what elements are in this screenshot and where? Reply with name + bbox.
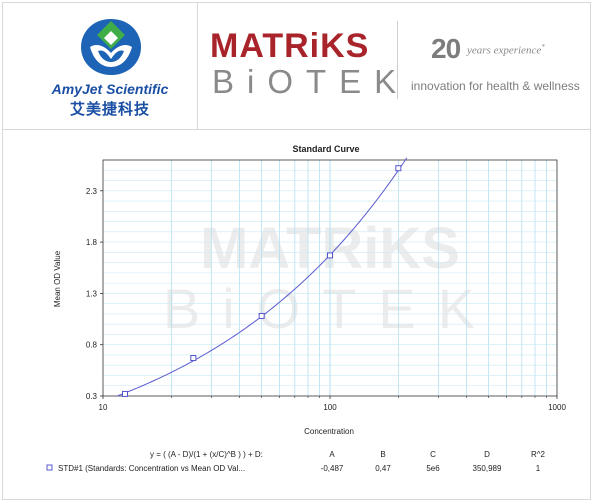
amyjet-name: AmyJet Scientific <box>51 81 169 97</box>
logo-header: AmyJet Scientific 艾美捷科技 MATRiKS BiOTEK 2… <box>3 3 590 130</box>
y-tick-label: 0.3 <box>86 392 98 401</box>
fit-col-r2: R^2 <box>531 450 546 459</box>
header-divider <box>197 3 198 129</box>
y-tick-label: 0.8 <box>86 341 98 350</box>
data-point <box>395 165 402 172</box>
anniversary-number: 20 <box>431 33 461 64</box>
chart-title: Standard Curve <box>292 144 359 154</box>
anniversary-tagline: innovation for health & wellness <box>411 79 580 93</box>
x-axis-label: Concentration <box>304 427 354 436</box>
anniversary-years-text: years experience* <box>467 43 545 57</box>
fit-value-a: -0,487 <box>321 464 344 473</box>
fit-value-c: 5e6 <box>426 464 440 473</box>
y-tick-label: 1.8 <box>86 238 98 247</box>
legend-series-name: STD#1 (Standards: Concentration vs Mean … <box>58 464 245 473</box>
watermark: MATRiKS BiOTEK <box>163 216 497 340</box>
y-tick-label: 2.3 <box>86 187 98 196</box>
watermark-line2: BiOTEK <box>163 277 497 340</box>
data-point <box>327 252 333 259</box>
fit-col-c: C <box>430 450 436 459</box>
fit-equation: y = ( (A - D)/(1 + (x/C)^B ) ) + D: <box>150 450 263 459</box>
matriks-logo-bottom: BiOTEK <box>212 63 410 100</box>
amyjet-name-cn: 艾美捷科技 <box>69 101 150 118</box>
axis-ticks: 10 100 1000 0.3 0.8 1.3 1.8 2.3 <box>86 187 567 412</box>
legend-marker <box>46 464 53 471</box>
x-tick-label: 1000 <box>548 403 566 412</box>
matriks-logo-top: MATRiKS <box>210 27 370 65</box>
fit-value-r2: 1 <box>536 464 541 473</box>
fit-value-b: 0,47 <box>375 464 391 473</box>
x-tick-label: 10 <box>99 403 108 412</box>
amyjet-emblem-icon <box>78 17 144 84</box>
fit-col-d: D <box>484 450 490 459</box>
fit-value-d: 350,989 <box>473 464 502 473</box>
fit-col-a: A <box>329 450 335 459</box>
fit-parameter-table: y = ( (A - D)/(1 + (x/C)^B ) ) + D: A B … <box>46 450 546 473</box>
y-axis-label: Mean OD Value <box>53 250 62 307</box>
y-tick-label: 1.3 <box>86 289 98 298</box>
chart-grid <box>103 160 557 396</box>
header-divider-2 <box>397 21 398 99</box>
x-tick-label: 100 <box>323 403 337 412</box>
data-point <box>258 312 265 319</box>
data-points <box>121 165 402 397</box>
fit-col-b: B <box>380 450 385 459</box>
data-point <box>190 355 197 362</box>
page-frame: AmyJet Scientific 艾美捷科技 MATRiKS BiOTEK 2… <box>2 2 591 500</box>
data-point <box>121 390 128 397</box>
